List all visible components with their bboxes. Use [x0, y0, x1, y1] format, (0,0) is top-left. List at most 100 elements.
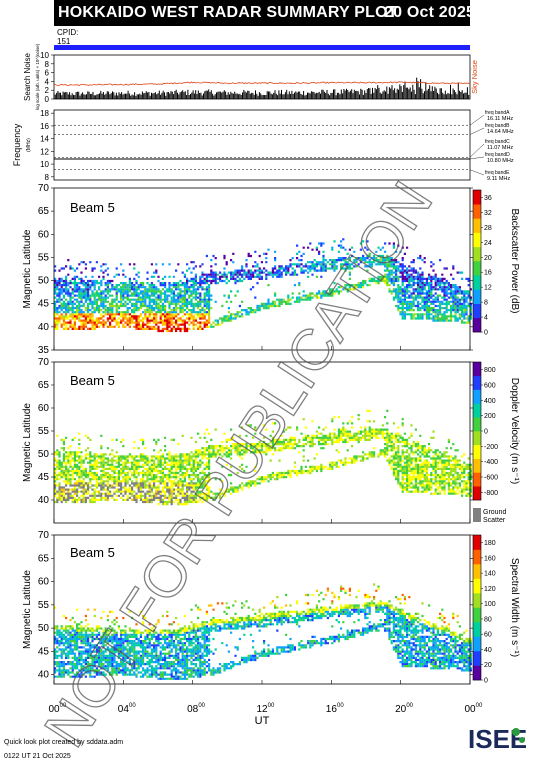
freq-band-leader [469, 127, 485, 135]
colorbar-segment [473, 651, 481, 666]
freq-ytick-label: 8 [45, 173, 50, 182]
beam-label: Beam 5 [70, 373, 115, 388]
sky-noise-line [53, 81, 471, 86]
ut-tick-sup: 00 [198, 703, 205, 709]
ut-tick-label: 20 [395, 704, 407, 715]
cpid-bar [54, 45, 470, 50]
freq-frame [53, 109, 471, 181]
freq-ytick-label: 10 [40, 160, 49, 169]
freq-ylabel: Frequency [12, 123, 22, 166]
freq-ylabel-sub: (MHz) [26, 138, 32, 152]
rti-ytick-label: 50 [38, 449, 50, 460]
rti-echo-cells [67, 313, 208, 333]
rti-ylabel: Magnetic Latitude [22, 570, 33, 649]
rti-echo-cells [54, 606, 472, 680]
ut-axis-label: UT [255, 715, 270, 727]
colorbar-segment [473, 417, 481, 432]
colorbar-segment [473, 204, 481, 219]
ut-tick-label: 00 [464, 704, 476, 715]
ut-tick-sup: 00 [476, 703, 483, 709]
colorbar-segment [473, 535, 481, 550]
rti-ytick-label: 70 [38, 530, 50, 541]
freq-band-value: 10.80 MHz [487, 158, 514, 164]
colorbar-segment [473, 564, 481, 579]
colorbar-segment [473, 578, 481, 594]
ut-tick-label: 04 [118, 704, 130, 715]
beam-label: Beam 5 [70, 200, 115, 215]
ground-scatter-label: Ground [483, 509, 506, 516]
rti-ytick-label: 60 [38, 229, 50, 240]
colorbar-label: Backscatter Power (dB) [509, 208, 520, 313]
rti-ytick-label: 45 [38, 299, 50, 310]
footer-credit: Quick look plot created by sddata.adm [4, 739, 124, 746]
colorbar-tick-label: 28 [484, 225, 492, 232]
colorbar-segment [473, 636, 481, 652]
colorbar-tick-label: 600 [484, 383, 496, 390]
colorbar-segment [473, 317, 481, 333]
rti-ytick-label: 65 [38, 380, 50, 391]
power-panel: 35 40 45 50 55 60 65 70 Beam 5 Magnetic Latitude 0… [22, 183, 520, 356]
noise-ylabel-sub: log scale (arb. units) × 10^(noise) [35, 43, 40, 110]
rti-background [54, 188, 470, 350]
noise-ytick-label: 0 [45, 95, 50, 104]
noise-ytick-label: 8 [45, 60, 50, 69]
ground-scatter-label: Scatter [483, 517, 506, 524]
freq-band-name: freq bandA [485, 110, 510, 116]
rti-echo-cells [58, 482, 180, 504]
colorbar-segment [473, 486, 481, 501]
colorbar-segment [473, 190, 481, 205]
colorbar-tick-label: 0 [484, 330, 488, 337]
colorbar-segment [473, 303, 481, 319]
ut-tick-sup: 00 [268, 703, 275, 709]
colorbar-frame [472, 189, 482, 333]
rti-echo-cells [54, 418, 472, 506]
rti-echo-cells [54, 238, 472, 316]
colorbar-segment [473, 218, 481, 233]
rti-ytick-label: 35 [38, 345, 50, 356]
colorbar-tick-label: 160 [484, 555, 496, 562]
freq-band-leader [469, 143, 485, 158]
rti-echo-cells [69, 589, 459, 626]
colorbar-tick-label: 180 [484, 540, 496, 547]
rti-ytick-label: 65 [38, 206, 50, 217]
freq-band-name: freq bandB [485, 123, 510, 129]
cpid-block: CPID: 151 [57, 28, 78, 46]
colorbar-tick-label: 80 [484, 616, 492, 623]
freq-band-leader [469, 114, 485, 126]
noise-ytick-label: 10 [40, 51, 49, 60]
search-noise-bars [53, 77, 470, 99]
freq-band-leader [469, 156, 485, 160]
freq-ytick-label: 18 [40, 109, 49, 118]
width-panel: 40 45 50 55 60 65 70 Beam 5 Magnetic Latitude 0 20… [22, 530, 520, 685]
colorbar-label: Spectral Width (m s⁻¹) [509, 558, 520, 657]
colorbar-tick-label: 32 [484, 210, 492, 217]
velocity-panel: 40 45 50 55 60 65 70 Beam 5 Magnetic Latitude -80… [22, 357, 520, 524]
colorbar-tick-label: 0 [484, 678, 488, 685]
colorbar-frame [472, 534, 482, 681]
noise-ylabel: Search Noise [23, 52, 32, 101]
cpid-value: 151 [57, 37, 71, 46]
colorbar-segment [473, 472, 481, 487]
colorbar-tick-label: 8 [484, 300, 488, 307]
freq-band-leader [469, 169, 485, 176]
freq-ytick-label: 12 [40, 147, 49, 156]
colorbar-tick-label: 16 [484, 270, 492, 277]
colorbar-tick-label: 800 [484, 367, 496, 374]
rti-echo-cells [54, 313, 211, 333]
colorbar-tick-label: 4 [484, 315, 488, 322]
colorbar-tick-label: 100 [484, 601, 496, 608]
colorbar-segment [473, 549, 481, 565]
rti-echo-cells [54, 482, 195, 506]
colorbar-tick-label: -400 [484, 459, 498, 466]
colorbar-tick-label: 120 [484, 586, 496, 593]
ut-tick-sup: 00 [60, 703, 67, 709]
rti-echo-cells [54, 608, 472, 680]
ut-tick-sup: 00 [337, 703, 344, 709]
footer-timestamp: 0122 UT 21 Oct 2025 [4, 753, 71, 760]
freq-band-name: freq bandC [485, 139, 510, 145]
freq-band-value: 11.07 MHz [487, 145, 513, 151]
rti-ytick-label: 45 [38, 472, 50, 483]
rti-echo-cells [54, 240, 472, 328]
rti-echo-cells [54, 313, 211, 333]
